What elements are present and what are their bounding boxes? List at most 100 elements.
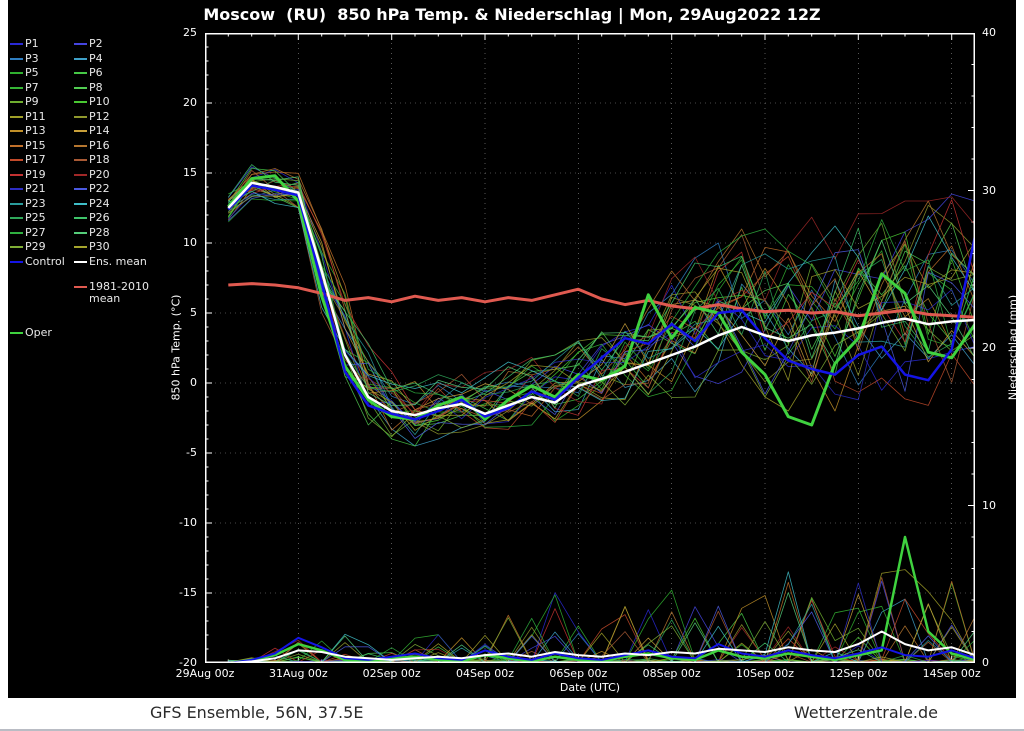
legend-label: P17 <box>25 153 46 166</box>
legend-swatch <box>10 72 23 74</box>
ensemble-member-temp-line <box>228 180 975 430</box>
legend-item-p30: P30 <box>74 241 110 253</box>
legend-item-ens-mean: Ens. mean <box>74 256 147 268</box>
legend-swatch <box>74 159 87 161</box>
plot-border <box>205 33 975 663</box>
legend-item-p8: P8 <box>74 80 103 94</box>
temp-tick-label: 0 <box>190 376 197 389</box>
legend-item-p27: P27 <box>10 226 46 239</box>
legend-label: P29 <box>25 240 46 253</box>
legend-item-p18: P18 <box>74 154 110 166</box>
temp-tick-label: 15 <box>183 166 197 179</box>
temp-tick-label: -10 <box>179 516 197 529</box>
x-axis-label: Date (UTC) <box>559 681 621 694</box>
legend-label: P28 <box>89 225 110 239</box>
legend-swatch <box>10 217 23 219</box>
ensemble-member-temp-line <box>228 184 975 426</box>
footer-model-info: GFS Ensemble, 56N, 37.5E <box>150 703 364 722</box>
legend-item-p20: P20 <box>74 168 110 181</box>
legend-swatch <box>10 231 23 234</box>
legend-label: P10 <box>89 95 110 108</box>
legend-swatch <box>74 101 87 103</box>
legend-swatch <box>74 246 87 248</box>
temp-tick-label: -15 <box>179 586 197 599</box>
legend-label: P26 <box>89 211 110 224</box>
legend-swatch <box>10 246 23 248</box>
legend-label: P21 <box>25 182 46 195</box>
precip-tick-label: 40 <box>982 26 996 39</box>
x-tick-label: 10Sep 00z <box>736 667 794 680</box>
legend-label-line2: mean <box>89 292 121 305</box>
legend-item-p4: P4 <box>74 51 103 65</box>
precip-tick-label: 0 <box>982 656 989 669</box>
legend-swatch <box>10 188 23 190</box>
ensemble-member-temp-line <box>228 176 975 409</box>
legend-item-oper: Oper <box>10 327 52 339</box>
legend-label: P18 <box>89 153 110 166</box>
legend-swatch <box>74 115 87 118</box>
legend-item-p1: P1 <box>10 38 39 50</box>
legend-item-p17: P17 <box>10 154 46 166</box>
legend-item-p7: P7 <box>10 81 39 94</box>
x-tick-label: 08Sep 00z <box>642 667 701 680</box>
legend-swatch <box>74 57 87 60</box>
legend-label: P2 <box>89 37 103 50</box>
legend-item-p11: P11 <box>10 110 46 123</box>
x-tick-label: 29Aug 00z <box>175 667 235 680</box>
legend: P1 P2 P3 P4 P5 P6 P7 P8 P9 P10 P11 P12 P13 P14 P15 P16 P… <box>10 38 202 358</box>
x-tick-label: 06Sep 00z <box>549 667 608 680</box>
legend-swatch <box>10 202 23 205</box>
legend-item-p19: P19 <box>10 168 46 181</box>
legend-swatch <box>10 130 23 132</box>
legend-label: P6 <box>89 66 103 79</box>
series-ens-mean-precip <box>228 630 975 663</box>
temp-tick-label: 25 <box>183 26 197 39</box>
legend-label: P8 <box>89 80 103 94</box>
legend-item-p6: P6 <box>74 67 103 79</box>
legend-label: P9 <box>25 95 39 108</box>
ensemble-member-precip-line <box>228 581 975 663</box>
legend-swatch <box>74 231 87 234</box>
legend-swatch <box>10 173 23 176</box>
legend-label: P23 <box>25 196 46 210</box>
legend-label: P13 <box>25 124 46 137</box>
legend-label: 1981-2010 <box>89 280 149 293</box>
series-control <box>227 184 975 421</box>
x-tick-label: 31Aug 00z <box>268 667 328 680</box>
ensemble-member-temp-line <box>228 171 975 431</box>
legend-swatch <box>10 115 23 118</box>
legend-item-control: Control <box>10 256 65 268</box>
chart-title: Moscow (RU) 850 hPa Temp. & Niederschlag… <box>203 5 821 24</box>
legend-item-p3: P3 <box>10 52 39 65</box>
ensemble-member-precip-line <box>228 582 975 663</box>
legend-label: P4 <box>89 51 103 65</box>
legend-label: Ens. mean <box>89 255 147 268</box>
legend-swatch <box>74 130 87 132</box>
legend-item-p22: P22 <box>74 183 110 195</box>
temp-tick-label: 20 <box>183 96 197 109</box>
legend-swatch <box>74 144 87 147</box>
ensemble-member-precip-line <box>228 582 975 663</box>
legend-swatch <box>10 159 23 161</box>
legend-swatch <box>10 57 23 60</box>
legend-item-p15: P15 <box>10 139 46 152</box>
legend-swatch <box>74 217 87 219</box>
ensemble-member-temp-line <box>228 189 975 422</box>
ensemble-member-temp-line <box>227 169 975 425</box>
legend-label: P5 <box>25 66 39 79</box>
legend-swatch <box>10 101 23 103</box>
chart-panel: Moscow (RU) 850 hPa Temp. & Niederschlag… <box>8 0 1020 698</box>
legend-swatch <box>10 332 23 334</box>
series-1981-2010-mean <box>228 282 975 319</box>
legend-swatch <box>10 86 23 89</box>
legend-item-p24: P24 <box>74 197 110 210</box>
legend-label: P22 <box>89 182 110 195</box>
legend-label: P16 <box>89 138 110 152</box>
ensemble-member-temp-line <box>227 164 975 403</box>
x-tick-label: 02Sep 00z <box>362 667 421 680</box>
series-control-precip <box>228 636 975 663</box>
legend-item-p14: P14 <box>74 125 110 137</box>
legend-label: P25 <box>25 211 46 224</box>
series-oper-precip <box>228 535 975 663</box>
